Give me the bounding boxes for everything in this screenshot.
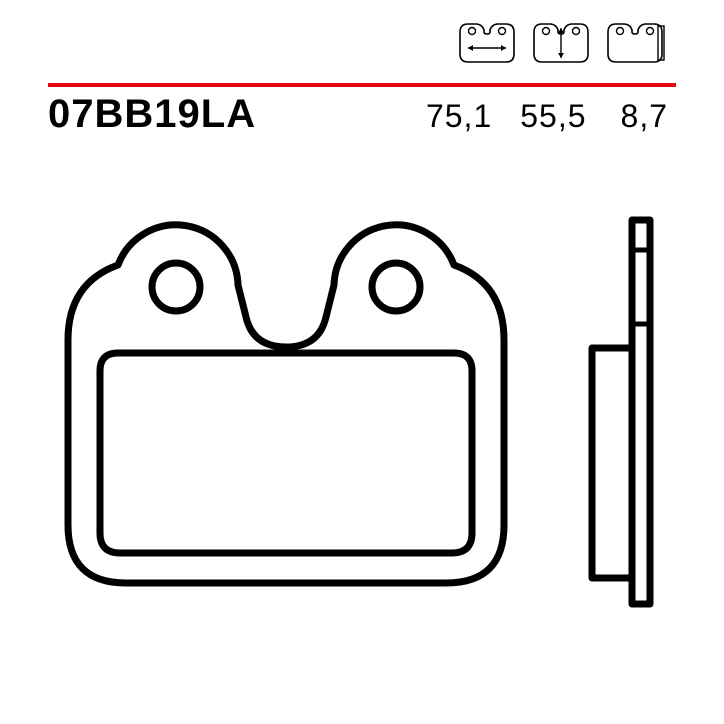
dim-thickness: 8,7 bbox=[615, 98, 668, 135]
icon-pad-thickness bbox=[602, 18, 668, 66]
icon-pad-width bbox=[454, 18, 520, 66]
header-icon-row bbox=[454, 18, 668, 66]
technical-drawing bbox=[48, 190, 676, 660]
part-number: 07BB19LA bbox=[48, 92, 426, 137]
dimensions: 75,1 55,5 8,7 bbox=[426, 98, 676, 135]
side-view bbox=[592, 220, 650, 604]
accent-separator bbox=[48, 74, 676, 78]
dim-width: 75,1 bbox=[426, 98, 492, 135]
dim-height: 55,5 bbox=[520, 98, 586, 135]
spec-row: 07BB19LA 75,1 55,5 8,7 bbox=[48, 92, 676, 137]
front-view bbox=[68, 225, 504, 583]
icon-pad-height bbox=[528, 18, 594, 66]
